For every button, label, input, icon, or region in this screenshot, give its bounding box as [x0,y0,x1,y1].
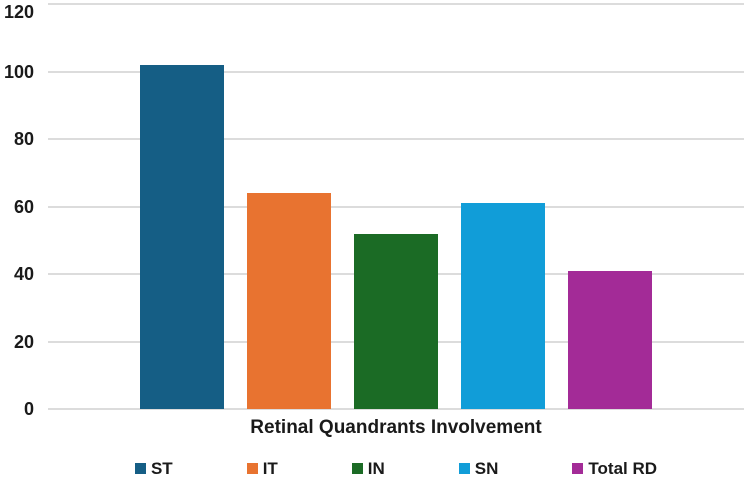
bar-st [140,64,224,409]
gridline [48,408,744,410]
legend-label: Total RD [588,459,658,478]
legend-item-st: ST [134,459,173,478]
legend-item-it: IT [246,459,278,478]
y-axis-tick-label: 80 [13,129,34,149]
y-axis-tick-label: 120 [3,2,34,22]
legend-label: IT [262,459,278,478]
gridline [48,205,744,208]
gridline [48,70,744,73]
bar-in [354,233,438,409]
gridline [48,138,744,140]
legend-item-total-rd: Total RD [572,460,657,477]
x-axis-title: Retinal Quandrants Involvement [250,417,542,438]
legend: ST IT IN SN Total RD [48,460,744,477]
legend-label: ST [150,459,173,478]
y-axis-tick-label: 100 [3,61,34,82]
legend-label: IN [367,459,385,478]
y-axis-tick-label: 0 [23,399,34,419]
legend-swatch-icon [134,463,146,474]
bar-sn [461,203,545,409]
y-axis-tick-label: 20 [13,331,34,352]
bar-total-rd [568,270,652,409]
legend-item-sn: SN [458,459,499,478]
bar-it [247,193,331,409]
legend-swatch-icon [458,463,470,474]
legend-swatch-icon [572,463,584,474]
y-axis-tick-label: 40 [13,264,34,284]
gridline [48,3,744,5]
y-axis-tick-label: 60 [13,196,34,217]
legend-item-in: IN [351,459,385,478]
legend-swatch-icon [246,463,258,474]
legend-swatch-icon [351,463,363,474]
legend-label: SN [474,459,499,478]
